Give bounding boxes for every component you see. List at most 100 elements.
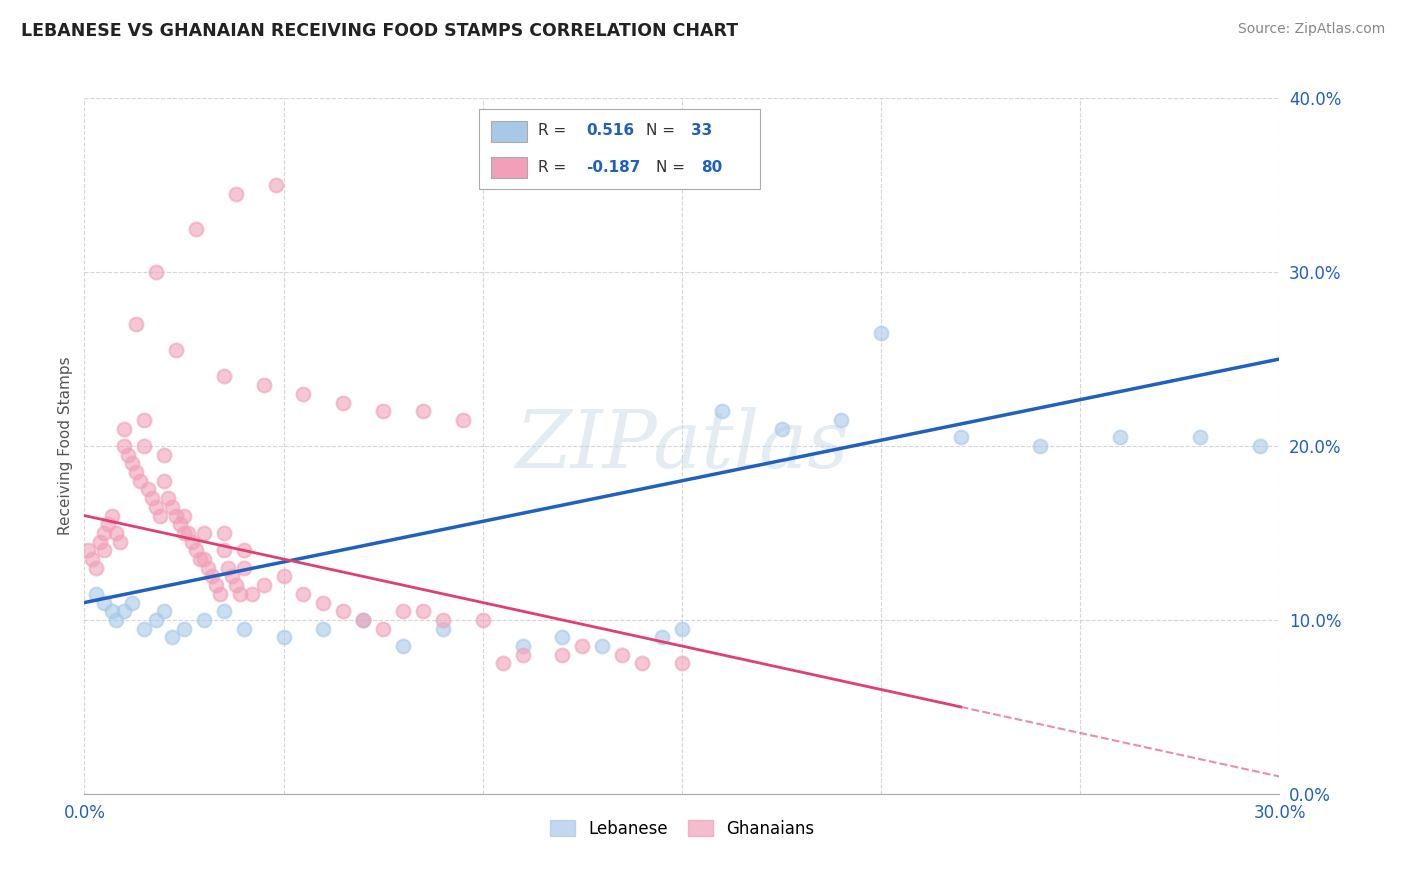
Point <box>770 421 793 435</box>
Point <box>240 587 263 601</box>
Point <box>160 500 183 514</box>
Point <box>212 604 235 618</box>
Point <box>551 648 574 662</box>
Point <box>165 508 187 523</box>
Point <box>352 613 374 627</box>
Point <box>292 587 315 601</box>
Point <box>591 639 613 653</box>
Point <box>212 525 235 540</box>
Point <box>173 508 195 523</box>
Point <box>273 569 295 583</box>
Point <box>184 543 207 558</box>
Text: ZIPatlas: ZIPatlas <box>515 408 849 484</box>
Point <box>112 604 135 618</box>
Point <box>492 657 515 671</box>
Point <box>332 395 354 409</box>
Point <box>232 543 254 558</box>
Point <box>312 622 335 636</box>
Point <box>1249 439 1271 453</box>
Point <box>253 378 276 392</box>
Point <box>1109 430 1132 444</box>
Point <box>93 596 115 610</box>
Point <box>671 622 693 636</box>
Point <box>89 534 111 549</box>
Point <box>212 369 235 384</box>
FancyBboxPatch shape <box>491 121 527 142</box>
Point <box>153 474 176 488</box>
Point <box>153 448 176 462</box>
Point <box>132 439 156 453</box>
Point <box>373 622 395 636</box>
Point <box>132 413 156 427</box>
Point <box>412 604 434 618</box>
Point <box>125 465 148 479</box>
Point <box>125 317 148 331</box>
Point <box>193 552 215 566</box>
Text: R =: R = <box>538 123 572 138</box>
Point <box>93 543 115 558</box>
Point <box>392 639 415 653</box>
Point <box>217 561 239 575</box>
Text: -0.187: -0.187 <box>586 161 641 175</box>
Point <box>373 404 395 418</box>
Point <box>512 648 534 662</box>
Point <box>169 517 191 532</box>
Point <box>145 500 167 514</box>
Point <box>612 648 634 662</box>
Point <box>157 491 180 505</box>
Point <box>117 448 139 462</box>
Point <box>208 587 231 601</box>
Point <box>432 622 454 636</box>
Point <box>221 569 243 583</box>
Legend: Lebanese, Ghanaians: Lebanese, Ghanaians <box>543 814 821 845</box>
Point <box>173 525 195 540</box>
Point <box>77 543 100 558</box>
Point <box>352 613 374 627</box>
Point <box>631 657 654 671</box>
Point <box>197 561 219 575</box>
Point <box>193 525 215 540</box>
Point <box>870 326 893 340</box>
Text: 80: 80 <box>702 161 723 175</box>
Point <box>551 630 574 644</box>
Point <box>93 525 115 540</box>
Point <box>201 569 224 583</box>
Point <box>392 604 415 618</box>
Point <box>110 534 132 549</box>
Point <box>153 604 176 618</box>
Point <box>471 613 494 627</box>
FancyBboxPatch shape <box>491 157 527 178</box>
Point <box>1029 439 1052 453</box>
FancyBboxPatch shape <box>479 109 759 188</box>
Point <box>1188 430 1211 444</box>
Point <box>112 421 135 435</box>
Point <box>432 613 454 627</box>
Text: R =: R = <box>538 161 572 175</box>
Point <box>165 343 187 358</box>
Point <box>129 474 152 488</box>
Point <box>141 491 163 505</box>
Text: N =: N = <box>655 161 689 175</box>
Point <box>229 587 252 601</box>
Point <box>451 413 474 427</box>
Point <box>512 639 534 653</box>
Point <box>205 578 228 592</box>
Point <box>830 413 852 427</box>
Point <box>232 561 254 575</box>
Text: Source: ZipAtlas.com: Source: ZipAtlas.com <box>1237 22 1385 37</box>
Point <box>121 456 143 471</box>
Point <box>232 622 254 636</box>
Point <box>949 430 972 444</box>
Point <box>173 622 195 636</box>
Point <box>292 386 315 401</box>
Point <box>121 596 143 610</box>
Point <box>710 404 733 418</box>
Point <box>105 613 128 627</box>
Point <box>651 630 673 644</box>
Point <box>136 483 159 497</box>
Point <box>332 604 354 618</box>
Point <box>181 534 204 549</box>
Text: 33: 33 <box>692 123 713 138</box>
Point <box>105 525 128 540</box>
Point <box>145 265 167 279</box>
